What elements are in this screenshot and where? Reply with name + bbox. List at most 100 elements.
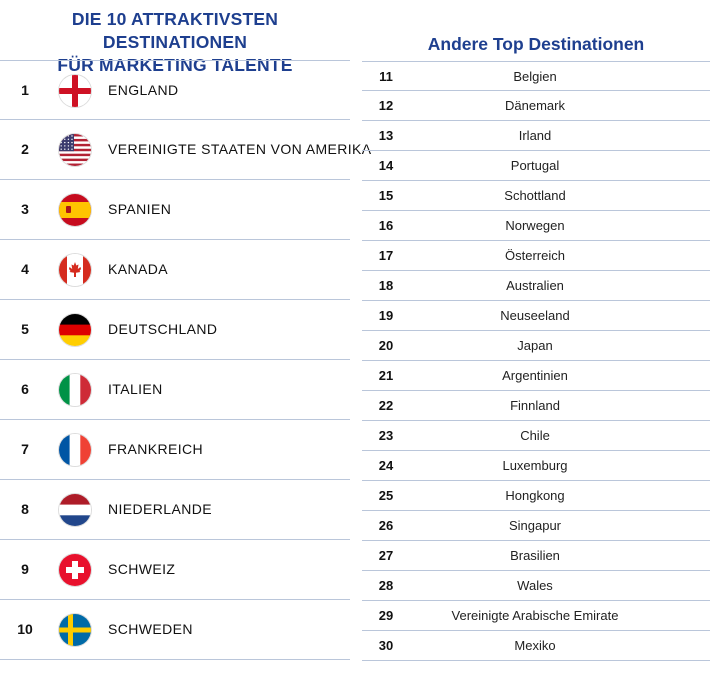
destination-row: 28 Wales — [362, 571, 710, 601]
rank-number: 10 — [17, 621, 33, 637]
country-name: Vereinigte Arabische Emirate — [451, 608, 619, 623]
country-name: Irland — [518, 128, 552, 143]
country-name: Brasilien — [510, 548, 560, 563]
destination-row: 21 Argentinien — [362, 361, 710, 391]
rank-number: 6 — [21, 381, 29, 397]
destination-row: 12 Dänemark — [362, 91, 710, 121]
rank-number: 11 — [379, 69, 393, 84]
italy-flag-icon — [59, 374, 91, 406]
country-name: Norwegen — [505, 218, 565, 233]
country-name: ITALIEN — [108, 381, 163, 397]
rank-number: 3 — [21, 201, 29, 217]
destination-row: 13 Irland — [362, 121, 710, 151]
country-name: Chile — [520, 428, 550, 443]
other-destinations-list: 11 Belgien 12 Dänemark 13 Irland 14 Portugal 15 S… — [362, 61, 710, 661]
rank-number: 17 — [378, 248, 394, 263]
top10-row: 2 VEREINIGTE STAATEN VON AMERIKA — [0, 120, 371, 180]
destination-row: 24 Luxemburg — [362, 451, 710, 481]
top10-row: 8 NIEDERLANDE — [0, 480, 350, 540]
rank-number: 23 — [378, 428, 394, 443]
country-name: Belgien — [513, 69, 557, 84]
rank-number: 8 — [21, 501, 29, 517]
rank-number: 2 — [21, 141, 29, 157]
country-name: Österreich — [505, 248, 565, 263]
destination-row: 29 Vereinigte Arabische Emirate — [362, 601, 710, 631]
country-name: Japan — [517, 338, 553, 353]
destination-row: 27 Brasilien — [362, 541, 710, 571]
destination-row: 17 Österreich — [362, 241, 710, 271]
country-name: Singapur — [508, 518, 562, 533]
country-name: SCHWEIZ — [108, 561, 176, 577]
country-name: Portugal — [510, 158, 560, 173]
usa-flag-icon — [59, 134, 91, 166]
rank-number: 14 — [378, 158, 394, 173]
destination-row: 14 Portugal — [362, 151, 710, 181]
top10-row: 7 FRANKREICH — [0, 420, 350, 480]
other-destinations-title: Andere Top Destinationen — [427, 34, 645, 54]
germany-flag-icon — [59, 314, 91, 346]
destination-row: 25 Hongkong — [362, 481, 710, 511]
rank-number: 1 — [21, 82, 29, 98]
top10-list: 1 ENGLAND 2 VEREINIGTE STAATEN VON AMERIKA 3… — [0, 60, 371, 660]
rank-number: 9 — [21, 561, 29, 577]
rank-number: 28 — [378, 578, 394, 593]
rank-number: 4 — [21, 261, 29, 277]
country-name: VEREINIGTE STAATEN VON AMERIKA — [108, 141, 372, 157]
country-name: Schottland — [504, 188, 566, 203]
destination-row: 18 Australien — [362, 271, 710, 301]
sweden-flag-icon — [59, 614, 91, 646]
country-name: Dänemark — [505, 98, 565, 113]
canada-flag-icon — [59, 254, 91, 286]
destination-row: 19 Neuseeland — [362, 301, 710, 331]
country-name: ENGLAND — [108, 82, 179, 98]
country-name: Hongkong — [505, 488, 565, 503]
netherlands-flag-icon — [59, 494, 91, 526]
rank-number: 29 — [378, 608, 394, 623]
destination-row: 20 Japan — [362, 331, 710, 361]
country-name: Australien — [506, 278, 564, 293]
rank-number: 12 — [378, 98, 394, 113]
rank-number: 13 — [378, 128, 394, 143]
country-name: Luxemburg — [502, 458, 568, 473]
country-name: Mexiko — [514, 638, 556, 653]
top10-row: 5 DEUTSCHLAND — [0, 300, 350, 360]
rank-number: 18 — [378, 278, 394, 293]
rank-number: 22 — [378, 398, 394, 413]
rank-number: 7 — [21, 441, 29, 457]
rank-number: 21 — [378, 368, 394, 383]
country-name: Neuseeland — [500, 308, 570, 323]
country-name: Argentinien — [502, 368, 568, 383]
destination-row: 15 Schottland — [362, 181, 710, 211]
country-name: Finnland — [510, 398, 560, 413]
switzerland-flag-icon — [59, 554, 91, 586]
destination-row: 30 Mexiko — [362, 631, 710, 661]
top10-row: 4 KANADA — [0, 240, 350, 300]
rank-number: 24 — [378, 458, 394, 473]
country-name: NIEDERLANDE — [108, 501, 212, 517]
country-name: SPANIEN — [108, 201, 172, 217]
rank-number: 19 — [378, 308, 394, 323]
rank-number: 20 — [378, 338, 394, 353]
country-name: KANADA — [108, 261, 168, 277]
england-flag-icon — [59, 75, 91, 107]
destination-row: 23 Chile — [362, 421, 710, 451]
top10-row: 9 SCHWEIZ — [0, 540, 350, 600]
top10-row: 6 ITALIEN — [0, 360, 350, 420]
rank-number: 27 — [378, 548, 394, 563]
country-name: FRANKREICH — [108, 441, 204, 457]
rank-number: 15 — [378, 188, 394, 203]
destination-row: 26 Singapur — [362, 511, 710, 541]
rank-number: 30 — [378, 638, 394, 653]
top10-row: 10 SCHWEDEN — [0, 600, 350, 660]
rank-number: 25 — [378, 488, 394, 503]
rank-number: 16 — [378, 218, 394, 233]
top10-row: 3 SPANIEN — [0, 180, 350, 240]
country-name: SCHWEDEN — [108, 621, 193, 637]
spain-flag-icon — [59, 194, 91, 226]
country-name: DEUTSCHLAND — [108, 321, 218, 337]
country-name: Wales — [517, 578, 553, 593]
top10-row: 1 ENGLAND — [0, 60, 350, 120]
france-flag-icon — [59, 434, 91, 466]
top10-title-line1: DIE 10 ATTRAKTIVSTEN DESTINATIONEN — [71, 9, 279, 52]
rank-number: 26 — [378, 518, 394, 533]
